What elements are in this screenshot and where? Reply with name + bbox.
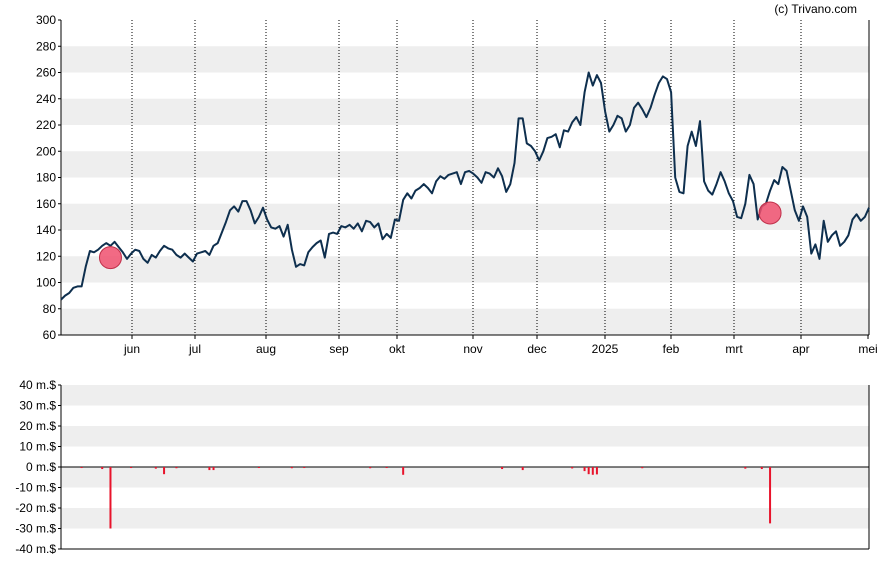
price-x-tick-label: sep: [329, 342, 349, 356]
volume-bar: [587, 467, 590, 475]
price-x-tick-label: nov: [463, 342, 482, 356]
volume-y-tick-label: -20 m.$: [15, 501, 56, 515]
trade-marker: [98, 246, 122, 270]
price-grid-band: [61, 256, 869, 283]
volume-y-tick-label: 40 m.$: [19, 378, 56, 392]
volume-bar: [130, 467, 133, 469]
volume-y-tick-label: -40 m.$: [15, 542, 56, 556]
price-y-tick-label: 240: [36, 92, 56, 106]
trade-marker: [758, 201, 782, 225]
volume-bar: [175, 467, 178, 469]
volume-bar: [154, 467, 157, 469]
volume-y-tick-label: 0 m.$: [26, 460, 56, 474]
volume-bar: [591, 467, 594, 475]
price-y-tick-label: 120: [36, 249, 56, 263]
volume-panel: 40 m.$ 30 m.$ 20 m.$ 10 m.$ 0 m.$ -10 m.$ -20 …: [15, 378, 870, 556]
volume-bar: [163, 467, 166, 475]
volume-grid-band: [61, 426, 869, 447]
price-grid-band: [61, 98, 869, 125]
price-y-tick-label: 140: [36, 223, 56, 237]
price-y-tick-label: 60: [43, 328, 57, 342]
copyright-text: (c) Trivano.com: [774, 2, 857, 16]
volume-bar: [641, 467, 644, 469]
price-grid-band: [61, 308, 869, 335]
price-x-tick-label: apr: [792, 342, 809, 356]
price-x-tick-label: jul: [188, 342, 201, 356]
volume-bar: [571, 467, 574, 469]
price-y-tick-label: 220: [36, 118, 56, 132]
price-y-tick-label: 180: [36, 171, 56, 185]
price-y-tick-label: 300: [36, 13, 56, 27]
price-y-tick-label: 160: [36, 197, 56, 211]
price-x-tick-label: mei: [858, 342, 877, 356]
volume-bar: [109, 467, 112, 529]
volume-y-tick-label: 20 m.$: [19, 419, 56, 433]
volume-bar: [303, 467, 306, 469]
price-y-tick-label: 80: [43, 302, 57, 316]
price-y-tick-label: 100: [36, 276, 56, 290]
volume-grid-band: [61, 385, 869, 406]
volume-y-tick-label: 10 m.$: [19, 440, 56, 454]
price-x-tick-label: jun: [123, 342, 140, 356]
volume-grid-band: [61, 508, 869, 529]
volume-bar: [208, 467, 211, 471]
volume-bar: [744, 467, 747, 469]
volume-bar: [101, 467, 104, 470]
price-x-tick-label: 2025: [592, 342, 619, 356]
price-y-tick-label: 200: [36, 144, 56, 158]
price-x-tick-label: dec: [527, 342, 546, 356]
price-x-tick-label: okt: [389, 342, 406, 356]
price-y-tick-label: 280: [36, 39, 56, 53]
price-x-tick-label: aug: [256, 342, 276, 356]
volume-bar: [769, 467, 772, 524]
volume-bar: [290, 467, 293, 469]
volume-bar: [385, 467, 388, 469]
volume-bar: [257, 467, 260, 469]
price-series-line: [60, 71, 870, 301]
volume-bar: [402, 467, 405, 475]
price-panel: 60 80 100 120 140 160 180 200 220 240 260 280 300 jun…: [36, 13, 878, 356]
volume-bar: [595, 467, 598, 475]
price-y-tick-label: 260: [36, 66, 56, 80]
price-grid-band: [61, 46, 869, 73]
volume-y-tick-label: 30 m.$: [19, 399, 56, 413]
volume-bar: [369, 467, 372, 469]
volume-bar: [80, 467, 83, 469]
volume-bar: [521, 467, 524, 471]
volume-y-tick-label: -30 m.$: [15, 522, 56, 536]
volume-bar: [760, 467, 763, 470]
volume-bar: [212, 467, 215, 471]
price-x-tick-label: feb: [663, 342, 680, 356]
price-grid-band: [61, 203, 869, 230]
volume-y-tick-label: -10 m.$: [15, 481, 56, 495]
volume-bar: [501, 467, 504, 470]
volume-bar: [583, 467, 586, 472]
volume-grid-band: [61, 467, 869, 488]
price-x-tick-label: mrt: [725, 342, 743, 356]
